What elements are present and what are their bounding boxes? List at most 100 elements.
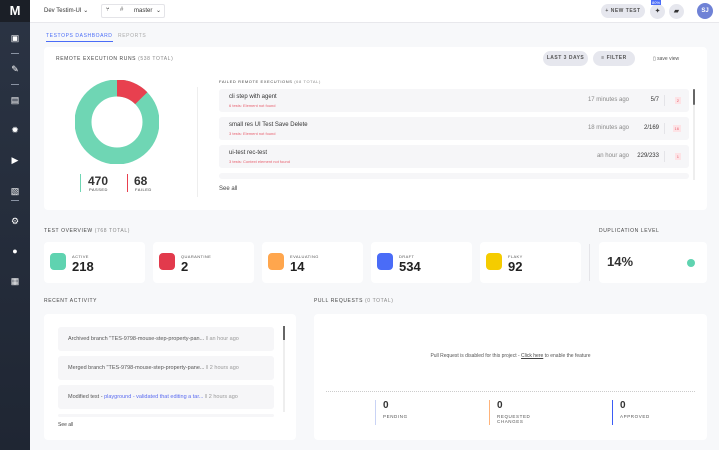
pr-stat-approved: 0 APPROVED: [612, 400, 702, 425]
execution-name: small res UI Test Save Delete: [229, 122, 308, 128]
scrollbar[interactable]: [693, 89, 695, 180]
passed-label: PASSED: [89, 187, 108, 192]
failure-count-badge: 1: [674, 153, 681, 160]
user-icon[interactable]: ●: [12, 246, 18, 256]
play-icon[interactable]: ▶: [11, 155, 19, 165]
pr-stat-pending: 0 PENDING: [375, 400, 465, 425]
last-3-days-button[interactable]: LAST 3 DAYS: [543, 51, 588, 66]
execution-ratio: 229/233: [637, 153, 659, 159]
divider: [664, 151, 665, 162]
failed-execution-row[interactable]: small res UI Test Save Delete 3 tests: El…: [219, 117, 689, 140]
puzzle-icon: ✦: [654, 8, 661, 15]
filter-icon: ≡: [601, 55, 605, 61]
failed-execution-row[interactable]: [219, 173, 689, 179]
remote-execution-card: REMOTE EXECUTION RUNS (538 TOTAL) LAST 3…: [44, 47, 707, 210]
activity-time: ‖: [203, 394, 209, 400]
project-selector[interactable]: Dev Testim-UI ⌄: [44, 7, 88, 14]
test-overview-title: TEST OVERVIEW (768 TOTAL): [44, 228, 130, 234]
avatar[interactable]: SJ: [697, 3, 713, 19]
activity-item[interactable]: Archived branch "TES-9798-mouse-step-pro…: [58, 327, 274, 351]
tab-reports[interactable]: REPORTS: [118, 33, 147, 39]
branch-name: master: [134, 8, 153, 14]
scrollbar[interactable]: [283, 326, 285, 412]
pr-stat-requested-changes: 0 REQUESTED CHANGES: [489, 400, 579, 425]
bug-icon[interactable]: ✹: [11, 125, 19, 135]
building-icon[interactable]: ▦: [10, 276, 20, 286]
overview-card-flaky[interactable]: FLAKY 92: [480, 242, 581, 283]
folder-button[interactable]: ▰: [669, 4, 684, 19]
overview-card-active[interactable]: ACTIVE 218: [44, 242, 145, 283]
failed-slice: [116, 80, 148, 105]
execution-time: an hour ago: [596, 153, 629, 159]
execution-time: 17 minutes ago: [587, 97, 629, 103]
activity-text: Modified test -: [68, 394, 105, 400]
branch-selector[interactable]: ⑂ # master ⌄: [101, 4, 165, 18]
dashboard-icon[interactable]: ▣: [10, 33, 20, 43]
recent-activity-title: RECENT ACTIVITY: [44, 298, 98, 304]
failed-label: FAILED: [135, 187, 152, 192]
duplication-card: 14%: [599, 242, 707, 283]
divider: [664, 95, 665, 106]
divider: [589, 244, 590, 281]
failed-execution-row[interactable]: cli step with agent 6 tests: Element not …: [219, 89, 689, 112]
filter-button[interactable]: ≡ FILTER: [593, 51, 635, 66]
activity-time: 2 hours ago: [208, 394, 238, 400]
activity-text: Archived branch "TES-9798-mouse-step-pro…: [68, 336, 205, 342]
see-all-activity-link[interactable]: See all: [58, 422, 74, 428]
logo[interactable]: M: [0, 0, 30, 22]
activity-time: 2 hours ago: [209, 365, 239, 371]
overview-card-evaluating[interactable]: EVALUATING 14: [262, 242, 363, 283]
gear-icon[interactable]: ⚙: [10, 216, 20, 226]
activity-link[interactable]: playground - validated that editing a ta…: [104, 394, 204, 400]
overview-label: EVALUATING: [290, 254, 319, 259]
overview-label: FLAKY: [508, 254, 523, 259]
remote-execution-title: REMOTE EXECUTION RUNS (538 TOTAL): [56, 56, 174, 62]
activity-item[interactable]: Modified test - playground - validated t…: [58, 385, 274, 409]
failed-count: 68: [134, 174, 148, 188]
activity-text: Merged branch "TES-9798-mouse-step-prope…: [68, 365, 205, 371]
tab-testops-dashboard[interactable]: TESTOPS DASHBOARD: [46, 33, 113, 42]
hash-icon: #: [120, 7, 124, 13]
activity-item[interactable]: [58, 414, 274, 417]
execution-name: cli step with agent: [229, 94, 277, 100]
passed-count: 470: [88, 174, 109, 188]
overview-label: QUARANTINE: [181, 254, 212, 259]
folder-settings-icon[interactable]: ▧: [10, 186, 20, 196]
flaky-icon: [486, 253, 502, 270]
activity-item[interactable]: Merged branch "TES-9798-mouse-step-prope…: [58, 356, 274, 380]
new-test-button[interactable]: + NEW TEST: [601, 4, 645, 18]
save-view-button[interactable]: ▯ save view: [653, 56, 679, 62]
pr-stat-label: APPROVED: [620, 414, 650, 419]
passed-marker: [80, 174, 81, 192]
execution-error: 3 tests: Context element not found: [229, 159, 290, 164]
divider: [11, 53, 19, 54]
duplication-title: DUPLICATION LEVEL: [599, 228, 660, 234]
evaluating-icon: [268, 253, 284, 270]
failed-executions-title: FAILED REMOTE EXECUTIONS (68 TOTAL): [219, 79, 321, 84]
overview-value: 2: [181, 259, 189, 274]
overview-card-draft[interactable]: DRAFT 534: [371, 242, 472, 283]
overview-label: DRAFT: [399, 254, 415, 259]
duplication-indicator: [687, 259, 695, 267]
execution-time: 18 minutes ago: [587, 125, 629, 131]
list-icon[interactable]: ▤: [10, 95, 20, 105]
execution-error: 3 tests: Element not found: [229, 131, 276, 136]
see-all-failed-link[interactable]: See all: [219, 186, 238, 192]
failure-count-badge: 2: [674, 97, 681, 104]
enable-feature-link[interactable]: Click here: [521, 353, 544, 359]
active-icon: [50, 253, 66, 270]
failed-execution-row[interactable]: ui-test rec-test 3 tests: Context element…: [219, 145, 689, 168]
filter-label: FILTER: [606, 55, 627, 61]
divider: [11, 200, 19, 201]
quarantine-icon: [159, 253, 175, 270]
progress-badge: 80%: [651, 0, 662, 5]
chevron-down-icon: ⌄: [83, 8, 89, 14]
pr-stat-label: REQUESTED CHANGES: [497, 414, 531, 424]
pr-stat-value: 0: [620, 400, 626, 411]
extension-button[interactable]: ✦: [650, 4, 665, 19]
activity-time: ‖: [204, 336, 210, 342]
execution-ratio: 5/7: [650, 97, 659, 103]
overview-card-quarantine[interactable]: QUARANTINE 2: [153, 242, 254, 283]
execution-ratio: 2/169: [643, 125, 659, 131]
pencil-icon[interactable]: ✎: [11, 64, 19, 74]
